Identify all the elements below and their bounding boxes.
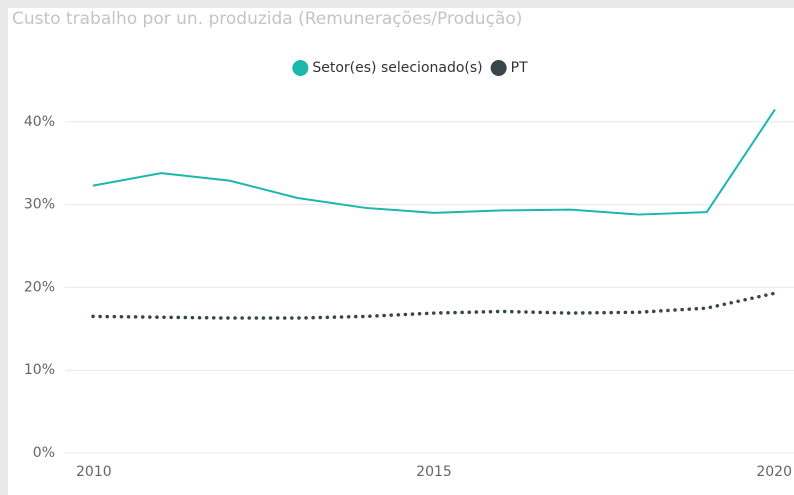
line-series: [92, 108, 776, 216]
x-tick-label: 2020: [756, 464, 792, 480]
y-tick-label: 0%: [33, 445, 55, 461]
x-tick-label: 2015: [416, 464, 452, 480]
panel: [8, 8, 794, 495]
legend-marker: [292, 60, 309, 76]
chart-title: Custo trabalho por un. produzida (Remune…: [12, 9, 522, 29]
y-tick-label: 40%: [24, 114, 55, 130]
line-series: [91, 291, 777, 320]
legend-marker: [490, 60, 507, 76]
legend-label: PT: [511, 60, 528, 76]
y-tick-label: 30%: [24, 197, 55, 213]
legend-label: Setor(es) selecionado(s): [312, 60, 482, 76]
y-tick-label: 10%: [24, 362, 55, 378]
y-tick-label: 20%: [24, 279, 55, 295]
x-tick-label: 2010: [76, 464, 112, 480]
